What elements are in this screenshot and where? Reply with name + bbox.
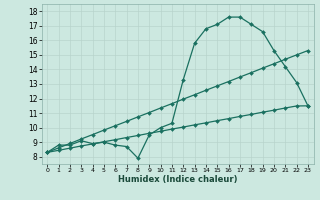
X-axis label: Humidex (Indice chaleur): Humidex (Indice chaleur) <box>118 175 237 184</box>
